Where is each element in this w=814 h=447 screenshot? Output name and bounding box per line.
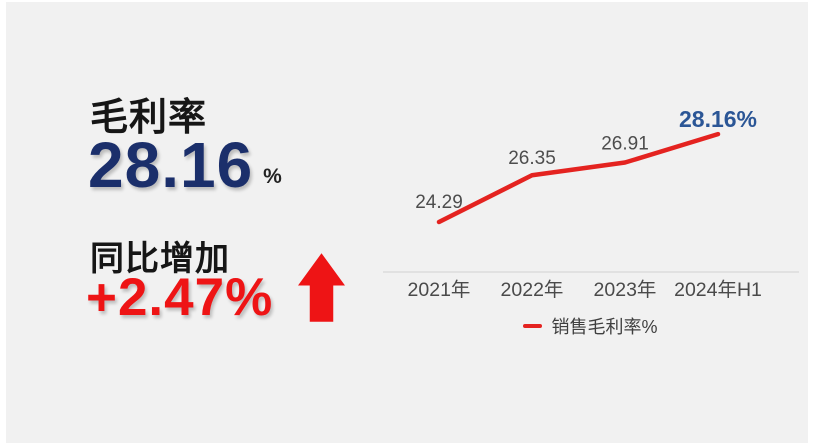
- data-label-highlight: 28.16%: [679, 106, 757, 132]
- x-axis-label: 2024年H1: [674, 279, 762, 301]
- kpi-unit: %: [263, 165, 282, 189]
- chart-legend: 销售毛利率%: [375, 313, 806, 339]
- x-axis-label: 2023年: [594, 279, 657, 301]
- data-label: 26.35: [508, 148, 556, 169]
- legend-line-swatch: [523, 324, 543, 328]
- legend-label: 销售毛利率%: [551, 317, 658, 337]
- data-label: 26.91: [601, 134, 649, 155]
- yoy-value: +2.47%: [86, 268, 274, 327]
- kpi-title: 毛利率: [90, 97, 208, 139]
- slide-background: 毛利率 28.16 % 同比增加 +2.47% 24.29 26.35 26.91 2…: [6, 2, 808, 443]
- margin-trend-chart: 24.29 26.35 26.91 28.16% 2021年 2022年 2023年 2024…: [375, 95, 806, 350]
- trend-line: [436, 131, 721, 225]
- yoy-label: 同比增加: [90, 240, 230, 278]
- kpi-value-row: 28.16 %: [88, 129, 282, 201]
- x-axis-label: 2021年: [408, 279, 471, 301]
- x-axis-label: 2022年: [501, 279, 564, 301]
- data-label: 24.29: [415, 192, 463, 213]
- kpi-value: 28.16: [88, 129, 254, 201]
- up-arrow-icon: [298, 253, 345, 322]
- line-chart-canvas: 24.29 26.35 26.91 28.16% 2021年 2022年 2023年 2024…: [383, 106, 799, 301]
